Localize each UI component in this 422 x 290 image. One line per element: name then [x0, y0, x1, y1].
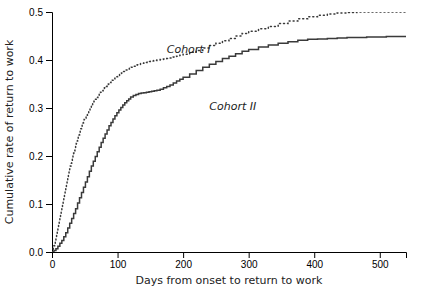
x-axis-line — [53, 253, 407, 259]
x-tick: 500 — [372, 252, 389, 270]
x-tick-label: 0 — [50, 259, 56, 270]
y-tick-label: 0.0 — [29, 247, 43, 258]
y-tick-mark — [46, 156, 52, 157]
x-tick-mark — [183, 252, 184, 258]
y-tick: 0.4 — [29, 55, 52, 66]
x-tick-mark — [314, 252, 315, 258]
y-axis-title: Cumulative rate of return to work — [3, 39, 16, 224]
x-tick-mark — [380, 252, 381, 258]
x-tick-mark — [118, 252, 119, 258]
x-tick-mark — [249, 252, 250, 258]
x-tick-label: 100 — [110, 259, 127, 270]
annotations: Cohort I Cohort II — [167, 43, 257, 114]
series-line — [52, 12, 406, 252]
x-axis-title: Days from onset to return to work — [136, 274, 324, 287]
y-tick-label: 0.2 — [29, 151, 43, 162]
y-tick-label: 0.3 — [29, 103, 43, 114]
series-line — [52, 36, 406, 252]
y-tick-label: 0.5 — [29, 7, 43, 18]
x-axis: 0 100 200 300 400 500 — [50, 252, 407, 270]
x-tick-label: 400 — [306, 259, 323, 270]
x-tick: 400 — [306, 252, 323, 270]
y-tick-mark — [46, 252, 52, 253]
chart: 0 100 200 300 400 500 0.0 0.1 0.2 0.3 0.4 0.5 Cohort… — [0, 0, 422, 290]
y-tick-mark — [46, 204, 52, 205]
x-tick-label: 300 — [241, 259, 258, 270]
lines — [52, 12, 406, 252]
y-tick: 0.5 — [29, 7, 52, 18]
y-tick-label: 0.4 — [29, 55, 43, 66]
x-tick: 300 — [241, 252, 258, 270]
annotation: Cohort II — [209, 100, 256, 113]
y-tick-mark — [46, 60, 52, 61]
y-tick: 0.3 — [29, 103, 52, 114]
annotation: Cohort I — [167, 43, 211, 56]
x-tick-label: 200 — [175, 259, 192, 270]
y-tick: 0.2 — [29, 151, 52, 162]
x-tick: 0 — [50, 252, 56, 270]
y-tick: 0.1 — [29, 199, 52, 210]
plot: 0 100 200 300 400 500 0.0 0.1 0.2 0.3 0.4 0.5 Cohort… — [29, 7, 406, 270]
y-axis-line — [46, 13, 53, 253]
y-tick-mark — [46, 12, 52, 13]
y-tick-label: 0.1 — [29, 199, 43, 210]
y-axis: 0.0 0.1 0.2 0.3 0.4 0.5 — [29, 7, 52, 258]
x-tick: 200 — [175, 252, 192, 270]
y-tick-mark — [46, 108, 52, 109]
x-tick: 100 — [110, 252, 127, 270]
y-tick: 0.0 — [29, 247, 52, 258]
x-tick-label: 500 — [372, 259, 389, 270]
